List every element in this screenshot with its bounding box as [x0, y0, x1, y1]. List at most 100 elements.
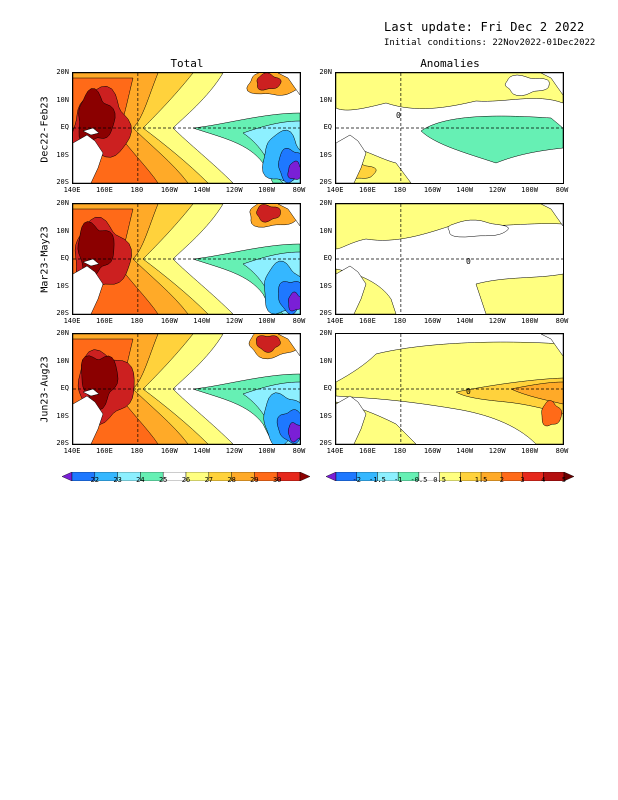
initial-conditions-text: Initial conditions: 22Nov2022-01Dec2022	[384, 38, 596, 48]
colorbar-tick-label: 22	[90, 476, 100, 484]
lon-label: 120W	[225, 186, 243, 194]
land-central-america	[277, 73, 300, 96]
lat-label: 20N	[319, 199, 332, 207]
lat-label: 10S	[319, 281, 332, 290]
lat-label: 20N	[56, 199, 69, 207]
anomaly-warm-coast	[541, 400, 563, 427]
lon-label: 160W	[160, 447, 178, 455]
lat-label: 20N	[319, 329, 332, 337]
lat-label: 10N	[56, 356, 69, 365]
colorbar-tick-label: 5	[561, 476, 567, 484]
lon-label: 160W	[160, 317, 178, 325]
lon-label: 120W	[225, 317, 243, 325]
lon-label: 140W	[193, 186, 211, 194]
lat-label: EQ	[323, 384, 332, 392]
colorbar-tick-label: 26	[181, 476, 191, 484]
land-central-america	[540, 204, 563, 227]
lat-label: 20N	[56, 329, 69, 337]
lon-label: 160W	[160, 186, 178, 194]
land-central-america	[540, 73, 563, 96]
lon-label: 100W	[521, 447, 538, 455]
land-central-america	[277, 334, 300, 357]
lon-label: 100W	[258, 186, 275, 194]
lon-label: 160E	[358, 317, 376, 325]
lat-label: 10S	[56, 411, 69, 420]
colorbar-tick-label: 4	[541, 476, 546, 484]
lat-label: EQ	[323, 254, 332, 262]
lon-label: 80W	[555, 447, 569, 455]
lat-label: EQ	[323, 123, 332, 131]
total-map-1	[72, 72, 301, 184]
anomaly-map-3: 0	[335, 333, 564, 445]
land-australia	[336, 395, 367, 444]
lon-label: 160W	[423, 186, 441, 194]
anomaly-warm-north	[336, 204, 563, 250]
colorbar-tick-label: -1.5	[369, 476, 386, 484]
lat-label: 10N	[56, 95, 69, 104]
contour-30	[81, 355, 119, 411]
lon-label: 100W	[521, 317, 538, 325]
lat-label: 20S	[56, 439, 69, 447]
lon-label: 160E	[95, 447, 113, 455]
column-title-total: Total	[170, 57, 204, 70]
colorbar-tick-label: 27	[204, 476, 214, 484]
lon-label: 80W	[292, 447, 306, 455]
lat-label: 10S	[319, 150, 332, 159]
lon-label: 100W	[258, 447, 275, 455]
lat-label: EQ	[60, 254, 69, 262]
land-central-america	[277, 204, 300, 227]
lon-label: 140W	[456, 186, 474, 194]
anomaly-warm-se	[475, 273, 563, 314]
lon-label: 140W	[456, 447, 474, 455]
lon-label: 160W	[423, 447, 441, 455]
contour-21	[287, 422, 300, 443]
lat-label: EQ	[60, 123, 69, 131]
lon-label: 140W	[456, 317, 474, 325]
lon-label: 80W	[292, 186, 306, 194]
lon-label: 160E	[95, 186, 113, 194]
land-central-america	[540, 334, 563, 357]
lon-label: 160E	[358, 447, 376, 455]
lon-label: 100W	[258, 317, 275, 325]
colorbar-tick-label: 24	[136, 476, 145, 484]
lat-label: 10N	[319, 95, 332, 104]
lon-label: 80W	[292, 317, 306, 325]
lat-label: 20N	[56, 68, 69, 76]
colorbar-tick-label: 1	[458, 476, 463, 484]
colorbar-tick-label: -0.5	[410, 476, 428, 484]
anomaly-neutral-n	[447, 219, 509, 238]
contour-ne-29	[256, 73, 282, 91]
lat-label: EQ	[60, 384, 69, 392]
lat-label: 10N	[319, 356, 332, 365]
colorbar-tick-label: 0.5	[433, 476, 446, 484]
last-update-text: Last update: Fri Dec 2 2022	[384, 20, 585, 34]
lon-label: 80W	[555, 186, 569, 194]
land-australia	[336, 134, 367, 183]
lon-label: 120W	[488, 186, 506, 194]
contour-30	[77, 221, 115, 279]
lon-label: 180	[130, 447, 144, 455]
lon-label: 120W	[488, 447, 506, 455]
contour-zero-label: 0	[466, 387, 471, 396]
colorbar-tick-label: 1.5	[474, 476, 488, 484]
lon-label: 180	[130, 317, 144, 325]
colorbar-segment	[563, 471, 575, 482]
lon-label: 140E	[63, 317, 81, 325]
colorbar-tick-label: 3	[520, 476, 525, 484]
anomaly-neutral-ne	[504, 74, 550, 96]
lon-label: 160W	[423, 317, 441, 325]
contour-zero-label: 0	[466, 257, 471, 266]
colorbar-tick-label: 25	[158, 476, 168, 484]
colorbar-tick-label: -1	[393, 476, 403, 484]
colorbar-anomalies	[325, 466, 575, 482]
lat-label: 10S	[319, 411, 332, 420]
lat-label: 20S	[319, 178, 332, 186]
anomaly-map-1: 0	[335, 72, 564, 184]
anomaly-warm-broad	[336, 341, 563, 444]
colorbar-segment	[61, 471, 73, 482]
anomaly-warm-eq-2	[510, 381, 563, 405]
lon-label: 140E	[326, 186, 344, 194]
lon-label: 100W	[521, 186, 538, 194]
colorbar-tick-label: 28	[227, 476, 236, 484]
lon-label: 160E	[358, 186, 376, 194]
